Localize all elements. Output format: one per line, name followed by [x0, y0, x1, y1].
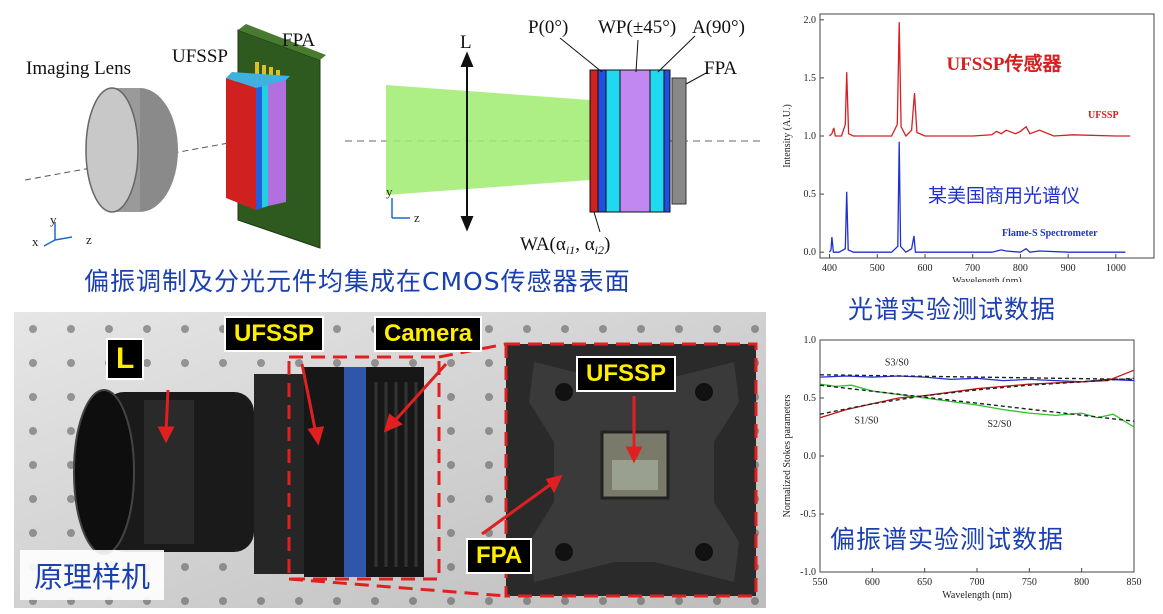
camera-fins	[374, 382, 418, 567]
stokes-series-2	[819, 369, 1135, 419]
tag-ufssp: UFSSP	[224, 316, 325, 352]
spectrum-ytick-label: 1.5	[804, 73, 817, 84]
wa-label: WA(αi1, αi2)	[520, 234, 610, 257]
wp-layer	[619, 69, 651, 213]
ufssp-purple-layer	[268, 80, 286, 206]
tag-ufssp-right: UFSSP	[576, 356, 677, 392]
stokes-ytick-label: 0.0	[804, 451, 817, 462]
spectrum-ytick-label: 0.0	[804, 247, 817, 258]
fpa-label: FPA	[282, 30, 315, 51]
camera-stripe	[344, 367, 366, 577]
stokes-chart: 550 600 650 700 750 800 850 -1.0 -0.5 0.0 0.5 1.0 Wa…	[782, 335, 1142, 601]
schematic-axes-icon	[391, 198, 410, 219]
stokes-xtick-label: 650	[917, 577, 932, 588]
stokes-xtick-label: 750	[1022, 577, 1037, 588]
ufssp-label: UFSSP	[172, 46, 228, 67]
ufssp-blue-layer	[256, 86, 262, 210]
imaging-lens-label: Imaging Lens	[26, 58, 131, 79]
spectrum-chart: 400 500 600 700 800 900 1000 0.0 0.5 1.0 1.5 2.0 Wav…	[782, 13, 1155, 282]
spectrum-ytick-label: 0.5	[804, 189, 817, 200]
annotation-flame-s: Flame-S Spectrometer	[1002, 228, 1098, 239]
wa-layer	[589, 69, 599, 213]
stokes-xtick-label: 700	[970, 577, 985, 588]
prototype-photo-panel: L UFSSP Camera UFSSP FPA 原理样机	[14, 312, 766, 608]
imaging-lens-front	[85, 87, 139, 213]
stokes-ytick-label: -0.5	[800, 509, 816, 520]
fpa-board-edge	[238, 24, 326, 60]
tag-camera: Camera	[374, 316, 483, 352]
spectrum-series-1	[828, 141, 1126, 254]
stokes-series-1	[819, 374, 1135, 381]
tag-fpa: FPA	[466, 538, 533, 574]
stokes-ytick-label: 0.5	[804, 393, 817, 404]
lens-axes-icon	[43, 222, 73, 247]
a-layer	[649, 69, 665, 213]
annotation-ufssp: UFSSP	[1088, 110, 1119, 121]
wp-label: WP(±45°)	[598, 17, 676, 38]
spectrum-ytick-label: 2.0	[804, 15, 817, 26]
stokes-ytick-label: 1.0	[804, 335, 817, 346]
stokes-xlabel: Wavelength (nm)	[942, 590, 1011, 601]
schematic-axis-y: y	[386, 184, 393, 199]
annotation-s3: S3/S0	[885, 358, 909, 369]
lens-l-label: L	[460, 32, 472, 53]
lens-sensor-diagram: y z x Imaging Lens UFSSP FPA	[24, 24, 326, 249]
zoom-box-left	[287, 355, 441, 581]
stokes-ylabel: Normalized Stokes parameters	[782, 395, 793, 518]
fpa-schematic-label: FPA	[704, 58, 737, 79]
axis-x-label: x	[32, 234, 39, 249]
stokes-caption: 偏振谱实验测试数据	[830, 520, 1065, 556]
integration-banner: 偏振调制及分光元件均集成在CMOS传感器表面	[84, 267, 631, 296]
axis-z-label: z	[86, 232, 92, 247]
prototype-caption: 原理样机	[20, 550, 165, 600]
spectrum-xtick-label: 600	[917, 263, 932, 274]
annotation-s2: S2/S0	[987, 419, 1011, 430]
annotation-s1: S1/S0	[855, 416, 879, 427]
schematic-axis-z: z	[414, 210, 420, 225]
ufssp-cyan-layer	[262, 84, 268, 208]
stokes-xtick-label: 850	[1127, 577, 1142, 588]
light-beam	[386, 85, 590, 195]
spectrum-xlabel: Wavelength (nm)	[952, 276, 1021, 282]
pointer-arrows	[157, 362, 643, 536]
spectrum-caption: 光谱实验测试数据	[848, 295, 1057, 324]
a-label: A(90°)	[692, 17, 745, 38]
spectrum-series-0	[829, 22, 1131, 138]
axis-y-label: y	[50, 212, 57, 227]
stokes-xtick-label: 550	[813, 577, 828, 588]
p-label: P(0°)	[528, 17, 568, 38]
spectrum-xtick-label: 1000	[1106, 263, 1126, 274]
fpa-plate	[671, 77, 687, 205]
p-cyan-layer	[605, 69, 621, 213]
annotation-us-spectrometer: 某美国商用光谱仪	[928, 185, 1080, 207]
annotation-ufssp-sensor: UFSSP传感器	[946, 52, 1062, 75]
tag-lens-l: L	[106, 338, 145, 380]
zoom-line-bottom	[288, 577, 507, 598]
a-blue-layer	[663, 69, 671, 213]
camera-lens-ring	[144, 400, 194, 544]
ufssp-red-layer	[226, 78, 256, 210]
stokes-xtick-label: 600	[865, 577, 880, 588]
spectrum-ytick-label: 1.0	[804, 131, 817, 142]
stokes-ytick-label: -1.0	[800, 567, 816, 578]
stokes-xtick-label: 800	[1074, 577, 1089, 588]
p-layer	[597, 69, 607, 213]
lens-l-arrow	[460, 51, 474, 232]
spectrum-xtick-label: 900	[1061, 263, 1076, 274]
spectrum-ylabel: Intensity (A.U.)	[782, 104, 793, 168]
camera-lens-front	[73, 389, 135, 555]
spectrum-xtick-label: 400	[822, 263, 837, 274]
sensor-ufssp-chip	[612, 460, 658, 490]
leader-lines	[559, 35, 709, 233]
ufssp-top	[226, 72, 290, 88]
optics-schematic: L P(0°) WP(±45°) A(90°) FPA WA(αi1, αi2)…	[345, 17, 760, 257]
stokes-series-5	[819, 384, 1135, 422]
spectrum-xtick-label: 500	[870, 263, 885, 274]
spectrum-xtick-label: 700	[965, 263, 980, 274]
spectrum-xtick-label: 800	[1013, 263, 1028, 274]
